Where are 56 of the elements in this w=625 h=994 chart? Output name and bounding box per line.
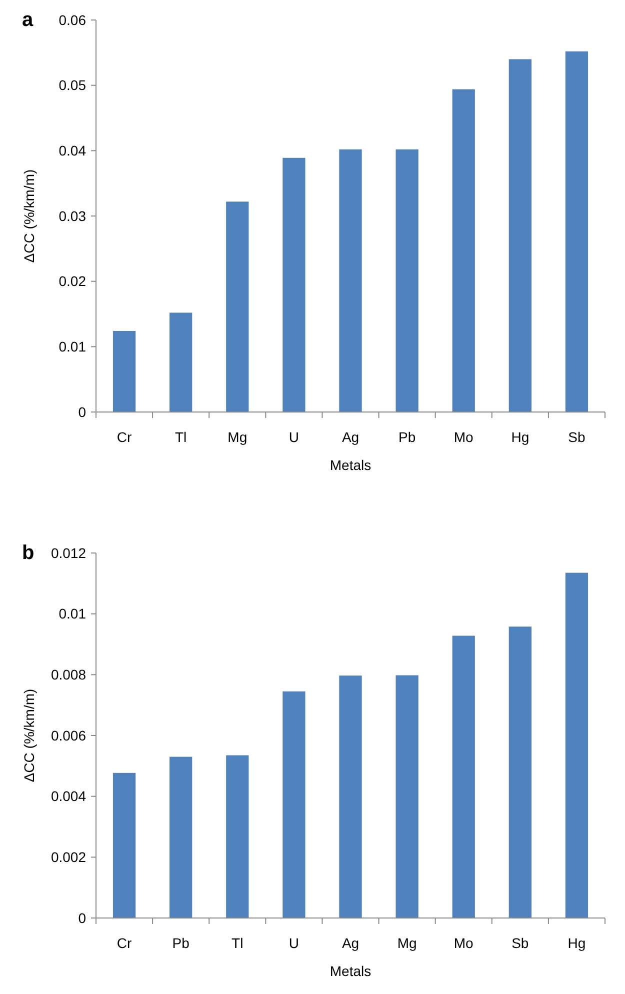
x-tick-label: Mo (454, 935, 474, 951)
y-tick-label: 0 (78, 404, 86, 420)
x-tick-label: Cr (116, 935, 132, 951)
y-tick-label: 0.03 (58, 208, 86, 224)
bar (282, 158, 306, 412)
bar (226, 755, 249, 918)
x-tick-label: Hg (568, 935, 586, 951)
bar (339, 149, 362, 412)
y-tick-label: 0.01 (58, 338, 86, 355)
bar (396, 149, 418, 412)
bar (508, 626, 532, 918)
y-tick-label: 0.012 (50, 544, 86, 561)
bar (452, 636, 475, 918)
y-tick-label: 0.002 (50, 849, 86, 866)
x-tick-label: Hg (511, 429, 530, 445)
x-axis-title: Metals (330, 963, 372, 979)
y-tick-label: 0.01 (58, 606, 86, 622)
x-tick-label: Pb (172, 935, 190, 951)
bar (508, 59, 532, 412)
bar (226, 202, 249, 412)
x-tick-label: Sb (568, 429, 586, 445)
bar (452, 89, 475, 412)
x-tick-label: Mo (454, 429, 474, 445)
y-tick-label: 0.008 (50, 666, 86, 683)
x-axis-title: Metals (330, 457, 372, 473)
y-tick-label: 0.004 (50, 788, 86, 804)
x-tick-label: Tl (174, 429, 187, 445)
bar (112, 330, 136, 412)
x-tick-label: Tl (232, 935, 244, 951)
bar (282, 691, 306, 918)
y-tick-label: 0.05 (58, 77, 86, 94)
bar (565, 572, 588, 918)
y-tick-label: 0.06 (58, 12, 86, 28)
y-tick-label: 0.02 (58, 273, 86, 290)
x-tick-label: Mg (397, 935, 417, 951)
y-axis-title: ΔCC (%/km/m) (21, 688, 37, 782)
chart-title: b (22, 542, 34, 564)
y-axis-title: ΔCC (%/km/m) (21, 169, 37, 263)
bar (170, 756, 192, 918)
x-tick-label: Cr (116, 429, 132, 445)
x-tick-label: U (288, 429, 300, 445)
x-tick-label: Ag (342, 935, 360, 951)
bar (112, 772, 136, 918)
bar (396, 675, 418, 918)
bar (170, 312, 192, 412)
bar (565, 51, 588, 412)
x-tick-label: U (288, 935, 300, 951)
y-tick-label: 0.006 (50, 727, 86, 744)
x-tick-label: Ag (342, 429, 360, 445)
y-tick-label: 0 (78, 910, 86, 926)
x-tick-label: Sb (512, 935, 529, 951)
bar (339, 676, 362, 918)
y-tick-label: 0.04 (58, 142, 86, 159)
x-tick-label: Mg (228, 429, 248, 445)
chart-title: a (22, 9, 34, 31)
x-tick-label: Pb (398, 429, 416, 445)
